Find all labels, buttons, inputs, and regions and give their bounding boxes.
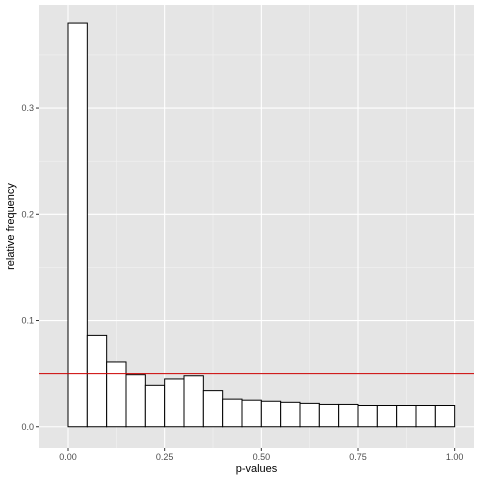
histogram-bar <box>164 378 185 428</box>
histogram-bar <box>260 400 282 428</box>
x-axis: 0.00 0.25 0.50 0.75 1.00 <box>59 448 463 462</box>
histogram-bar <box>144 384 166 428</box>
histogram-bar <box>125 374 146 428</box>
x-tick-label: 1.00 <box>446 452 464 462</box>
histogram-bar <box>318 403 340 428</box>
histogram-bar <box>415 405 436 428</box>
histogram-bar <box>86 334 108 428</box>
histogram-bar <box>299 402 320 428</box>
y-tick-label: 0.0 <box>21 422 34 432</box>
x-tick-label: 0.25 <box>156 452 174 462</box>
histogram-bars <box>67 22 456 428</box>
x-tick-label: 0.75 <box>349 452 367 462</box>
y-axis: 0.0 0.1 0.2 0.3 <box>21 103 39 432</box>
histogram-bar <box>67 22 88 428</box>
histogram-bar <box>376 405 398 428</box>
histogram-bar <box>396 405 417 428</box>
y-axis-title: relative frequency <box>5 183 17 270</box>
x-tick-label: 0.50 <box>253 452 271 462</box>
y-tick-label: 0.1 <box>21 316 34 326</box>
histogram-bar <box>280 401 301 428</box>
histogram-bar <box>434 405 456 428</box>
histogram-bar <box>183 375 204 428</box>
histogram-bar <box>357 405 378 428</box>
histogram-bar <box>202 390 224 428</box>
histogram-bar <box>241 399 262 428</box>
histogram-bar <box>222 398 243 428</box>
y-tick-label: 0.2 <box>21 209 34 219</box>
y-tick-label: 0.3 <box>21 103 34 113</box>
histogram-bar <box>106 361 127 428</box>
histogram-bar <box>338 403 359 428</box>
x-tick-label: 0.00 <box>59 452 77 462</box>
x-axis-title: p-values <box>236 463 278 475</box>
